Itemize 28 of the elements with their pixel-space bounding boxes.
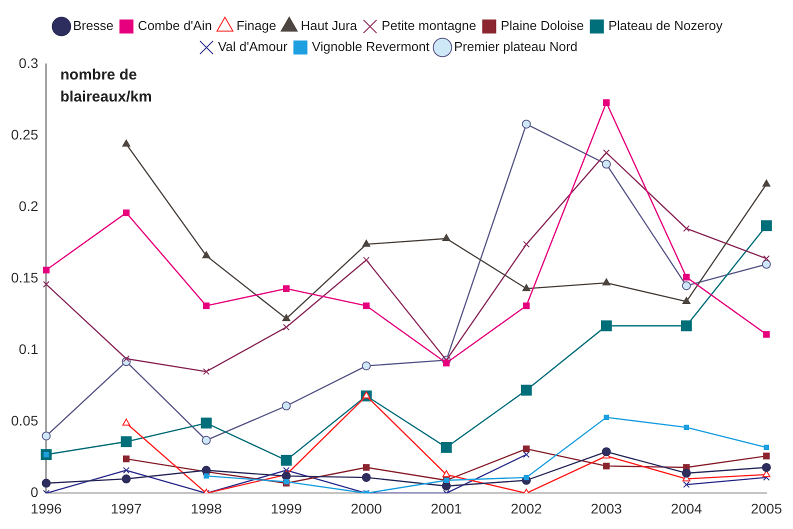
x-tick-label: 1996 xyxy=(30,500,62,516)
x-tick-label: 1999 xyxy=(270,500,302,516)
x-tick-label: 2000 xyxy=(350,500,382,516)
x-tick-label: 2003 xyxy=(590,500,622,516)
y-tick-label: 0.15 xyxy=(11,269,38,286)
legend-label: Combe d'Ain xyxy=(138,18,212,34)
x-tick-label: 2002 xyxy=(510,500,542,516)
legend-label: Plaine Doloise xyxy=(500,18,584,34)
y-tick-label: 0.05 xyxy=(11,412,38,429)
legend-label: Petite montagne xyxy=(382,18,476,34)
legend-label: Finage xyxy=(236,18,276,34)
x-tick-label: 1997 xyxy=(110,500,142,516)
y-tick-label: 0.1 xyxy=(18,340,38,357)
legend-label: Bresse xyxy=(72,18,114,34)
x-tick-label: 2004 xyxy=(670,500,702,516)
y-tick-label: 0.25 xyxy=(11,126,38,142)
x-tick-label: 1998 xyxy=(190,500,222,516)
x-tick-label: 2001 xyxy=(430,500,462,516)
y-tick-label: 0 xyxy=(30,484,38,500)
legend-label: Haut Jura xyxy=(300,18,358,34)
legend-label: Plateau de Nozeroy xyxy=(608,18,724,34)
legend-label: Val d'Amour xyxy=(218,39,288,54)
x-tick-label: 2005 xyxy=(750,500,782,516)
y-tick-label: 0.3 xyxy=(18,54,38,71)
legend-label: Premier plateau Nord xyxy=(454,39,578,54)
y-tick-label: 0.2 xyxy=(18,198,38,214)
y-axis-title: nombre de blaireaux/km xyxy=(60,66,152,106)
legend-label: Vignoble Revermont xyxy=(312,39,430,54)
